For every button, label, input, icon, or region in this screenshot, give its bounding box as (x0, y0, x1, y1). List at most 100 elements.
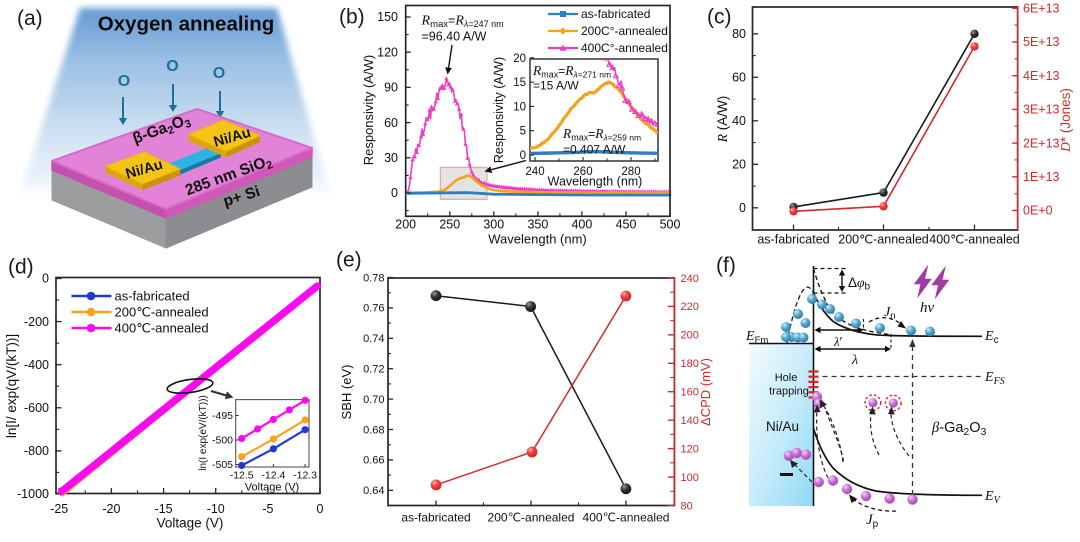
svg-text:5: 5 (520, 126, 526, 138)
svg-text:=15 A/W: =15 A/W (533, 79, 579, 93)
svg-text:100: 100 (681, 472, 699, 484)
svg-text:400C°-annealed: 400C°-annealed (581, 41, 668, 55)
svg-text:120: 120 (681, 443, 699, 455)
svg-text:Responsivity (A/W): Responsivity (A/W) (361, 55, 376, 166)
svg-text:-400: -400 (24, 358, 49, 372)
svg-text:40: 40 (732, 114, 746, 128)
svg-text:200: 200 (395, 218, 416, 232)
svg-text:(d): (d) (8, 256, 34, 279)
svg-text:Voltage (V): Voltage (V) (245, 482, 299, 494)
svg-text:Wavelength (nm): Wavelength (nm) (488, 232, 587, 247)
svg-text:as-fabricated: as-fabricated (115, 289, 190, 304)
svg-text:3E+13: 3E+13 (1023, 103, 1060, 117)
svg-text:(f): (f) (716, 254, 736, 277)
svg-text:Ec: Ec (984, 329, 999, 346)
svg-text:60: 60 (732, 71, 746, 85)
svg-text:=0.407 A/W: =0.407 A/W (563, 143, 626, 157)
svg-text:-20: -20 (102, 502, 120, 516)
svg-text:450: 450 (616, 218, 637, 232)
svg-text:ln[I/ exp(qV/(kT))]: ln[I/ exp(qV/(kT))] (4, 334, 19, 438)
svg-text:Oxygen annealing: Oxygen annealing (98, 13, 275, 36)
svg-text:500: 500 (660, 218, 681, 232)
svg-text:200℃-annealed: 200℃-annealed (838, 233, 929, 247)
svg-text:-495: -495 (212, 410, 233, 422)
svg-text:as-fabricated: as-fabricated (757, 233, 829, 247)
svg-text:120: 120 (377, 45, 398, 59)
svg-text:2E+13: 2E+13 (1023, 136, 1060, 150)
svg-text:β-Ga2O3: β-Ga2O3 (931, 420, 987, 438)
svg-text:1E+13: 1E+13 (1023, 170, 1060, 184)
svg-text:0.68: 0.68 (363, 424, 384, 436)
svg-text:0.66: 0.66 (363, 455, 384, 467)
svg-text:Jn: Jn (884, 305, 896, 322)
svg-text:0.74: 0.74 (363, 333, 384, 345)
svg-text:400: 400 (571, 218, 592, 232)
svg-text:240: 240 (525, 166, 544, 178)
svg-text:Jp: Jp (866, 512, 879, 530)
svg-text:as-fabricated: as-fabricated (581, 7, 650, 21)
svg-text:0.72: 0.72 (363, 364, 384, 376)
svg-text:-15: -15 (155, 502, 173, 516)
svg-text:80: 80 (732, 27, 746, 41)
svg-text:280: 280 (621, 166, 640, 178)
svg-text:Ni/Au: Ni/Au (766, 419, 799, 434)
svg-text:D* (Jones): D* (Jones) (1058, 88, 1073, 153)
svg-text:400℃-annealed: 400℃-annealed (115, 321, 209, 336)
svg-text:200℃-annealed: 200℃-annealed (488, 511, 575, 525)
svg-text:λ′: λ′ (833, 334, 843, 349)
svg-text:-12.5: -12.5 (230, 470, 254, 482)
svg-text:140: 140 (681, 415, 699, 427)
svg-text:15: 15 (513, 77, 526, 89)
svg-text:0.78: 0.78 (363, 272, 384, 284)
svg-text:300: 300 (483, 218, 504, 232)
svg-text:λ: λ (851, 353, 858, 368)
svg-text:Rmax=Rλ=271 nm: Rmax=Rλ=271 nm (532, 63, 611, 80)
svg-text:-600: -600 (24, 401, 49, 415)
svg-text:150: 150 (377, 10, 398, 24)
svg-text:260: 260 (573, 166, 592, 178)
svg-text:Rmax=Rλ=259 nm: Rmax=Rλ=259 nm (562, 126, 641, 143)
svg-text:0: 0 (42, 272, 49, 286)
svg-text:20: 20 (732, 158, 746, 172)
svg-text:-12.3: -12.3 (293, 470, 317, 482)
svg-text:EFm: EFm (745, 329, 768, 346)
svg-text:Hole: Hole (775, 372, 798, 384)
svg-text:-1000: -1000 (17, 487, 49, 501)
svg-text:-500: -500 (212, 435, 233, 447)
svg-text:ΔCPD (mV): ΔCPD (mV) (698, 358, 713, 426)
svg-text:O: O (213, 65, 225, 82)
svg-text:60: 60 (384, 116, 398, 130)
svg-text:EV: EV (984, 489, 1002, 506)
svg-text:(b): (b) (339, 6, 365, 29)
svg-text:0: 0 (317, 502, 324, 516)
svg-text:O: O (166, 58, 178, 75)
svg-text:220: 220 (681, 301, 699, 313)
svg-text:-800: -800 (24, 444, 49, 458)
svg-text:160: 160 (681, 387, 699, 399)
svg-text:trapping: trapping (769, 386, 809, 398)
svg-text:350: 350 (527, 218, 548, 232)
svg-text:ln(I exp(eV/(kT))): ln(I exp(eV/(kT))) (198, 395, 209, 471)
svg-text:400℃-annealed: 400℃-annealed (929, 233, 1020, 247)
svg-text:=96.40 A/W: =96.40 A/W (422, 30, 487, 44)
svg-text:Wavelength (nm): Wavelength (nm) (548, 175, 643, 189)
svg-text:-5: -5 (262, 502, 273, 516)
svg-text:180: 180 (681, 358, 699, 370)
svg-text:0.64: 0.64 (363, 485, 384, 497)
svg-text:200: 200 (681, 330, 699, 342)
svg-text:(a): (a) (17, 7, 43, 30)
svg-text:hν: hν (920, 300, 935, 316)
svg-text:0: 0 (739, 201, 746, 215)
svg-text:4E+13: 4E+13 (1023, 69, 1060, 83)
svg-text:10: 10 (513, 101, 526, 113)
svg-text:(c): (c) (707, 6, 732, 29)
svg-text:90: 90 (384, 81, 398, 95)
svg-text:0.76: 0.76 (363, 303, 384, 315)
svg-text:-505: -505 (212, 459, 233, 471)
svg-text:400℃-annealed: 400℃-annealed (583, 511, 670, 525)
svg-text:5E+13: 5E+13 (1023, 35, 1060, 49)
svg-text:Responsivity (A/W): Responsivity (A/W) (492, 57, 506, 163)
svg-text:0.70: 0.70 (363, 394, 384, 406)
svg-text:-200: -200 (24, 315, 49, 329)
svg-text:as-fabricated: as-fabricated (401, 511, 470, 525)
